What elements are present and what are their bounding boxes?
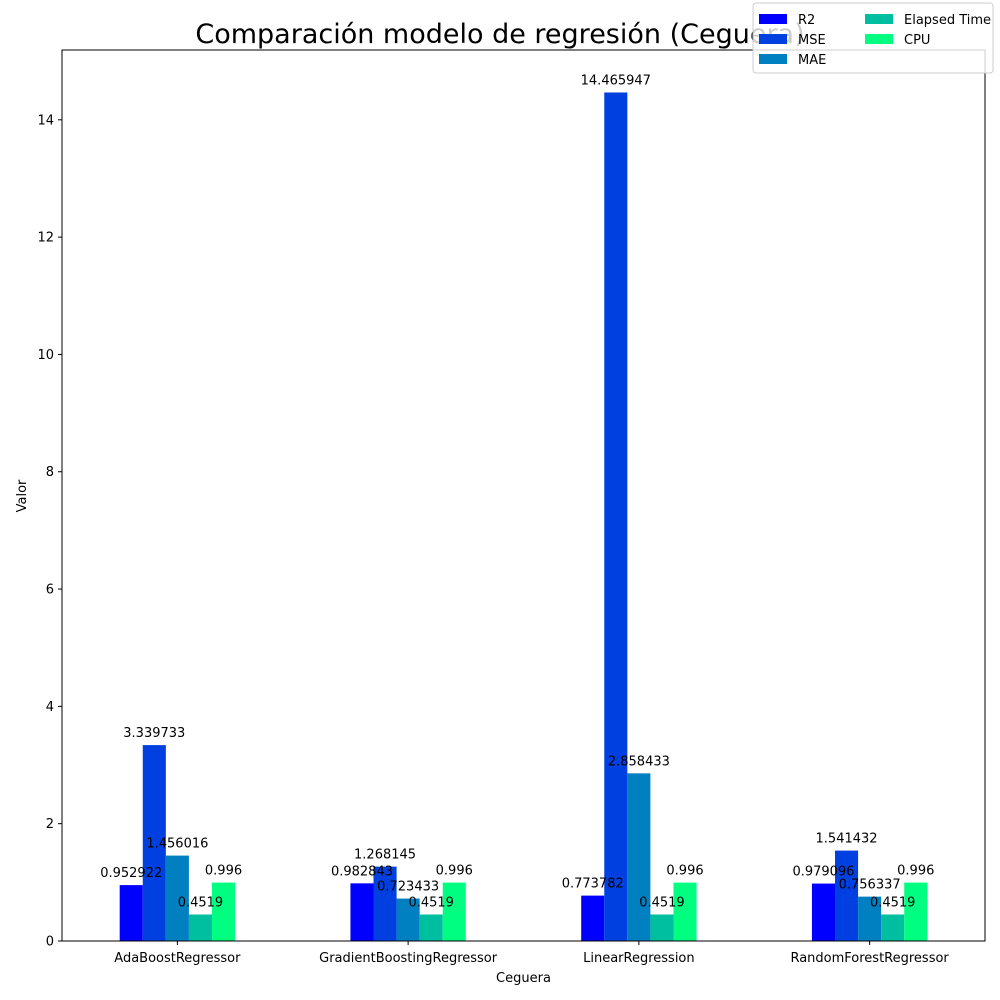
bar-value-label: 1.268145 [354,848,416,863]
bars-group [119,92,928,942]
bar [881,914,905,941]
y-tick-label: 14 [37,113,54,128]
bar [858,896,882,941]
bar-value-label: 3.339733 [123,726,185,741]
chart-title: Comparación modelo de regresión (Ceguera… [195,19,804,50]
bar-value-label: 0.723433 [377,880,439,895]
plot-frame [61,49,986,942]
bar-value-label: 14.465947 [581,73,651,88]
x-tick-label: GradientBoostingRegressor [319,951,498,966]
bar [581,895,605,941]
bar-value-label: 0.773782 [562,877,624,892]
legend-entry-label: R2 [798,13,815,28]
y-tick-label: 4 [46,700,54,715]
bar [188,914,212,941]
bar [442,882,466,941]
legend-entry-label: CPU [904,33,930,48]
axes-group [61,49,986,942]
x-tick-label: LinearRegression [583,951,695,966]
bar-value-label: 0.952922 [100,866,162,881]
legend-swatch [759,54,787,64]
legend-entry-label: MSE [798,33,826,48]
legend-swatch [865,34,893,44]
bar [650,914,674,941]
bar-value-label: 1.541432 [816,832,878,847]
y-axis-ticks: 0 2 4 6 8 10 12 14 [37,113,62,950]
bar [627,773,651,941]
bar-value-label: 0.982843 [331,864,393,879]
bar-value-label: 0.979096 [792,865,854,880]
value-labels-group: 0.952922 0.982843 0.773782 0.979096 3.339733… [100,73,934,910]
bar-value-label: 0.4519 [870,895,916,910]
y-tick-label: 0 [46,935,54,950]
bar-value-label: 0.996 [205,864,242,879]
bar-value-label: 0.996 [666,864,703,879]
y-axis-label: Valor [15,479,30,512]
legend-entry-label: Elapsed Time [904,13,991,28]
y-tick-label: 12 [37,231,54,246]
bar [211,882,236,941]
y-tick-label: 10 [37,348,54,363]
bar [811,883,836,941]
bar [419,914,443,941]
legend-swatch [759,14,787,24]
legend-entry-label: MAE [798,53,826,68]
x-tick-label: RandomForestRegressor [790,951,949,966]
bar-value-label: 0.4519 [178,895,224,910]
y-tick-label: 2 [46,817,54,832]
bar [373,866,397,941]
bar-value-label: 0.4519 [408,895,454,910]
bar-value-label: 1.456016 [146,837,208,852]
bar-value-label: 0.996 [436,864,473,879]
bar-value-label: 2.858433 [608,754,670,769]
bar [835,850,859,941]
bar [142,745,166,941]
bar [604,92,628,942]
bar [350,883,374,941]
legend-swatch [865,14,893,24]
x-axis-ticks: AdaBoostRegressor GradientBoostingRegress… [114,941,949,966]
x-axis-label: Ceguera [496,971,551,986]
legend-swatch [759,34,787,44]
x-tick-label: AdaBoostRegressor [114,951,241,966]
y-tick-label: 8 [46,465,54,480]
bar-value-label: 0.4519 [639,895,685,910]
bar-value-label: 0.996 [897,864,934,879]
bar [119,885,143,941]
bar-value-label: 0.756337 [839,878,901,893]
bar [673,882,697,941]
bar [904,882,928,941]
bar [165,855,189,941]
bar [396,898,420,941]
y-tick-label: 6 [46,583,54,598]
legend: R2 MSE MAE Elapsed Time CPU [752,2,994,74]
